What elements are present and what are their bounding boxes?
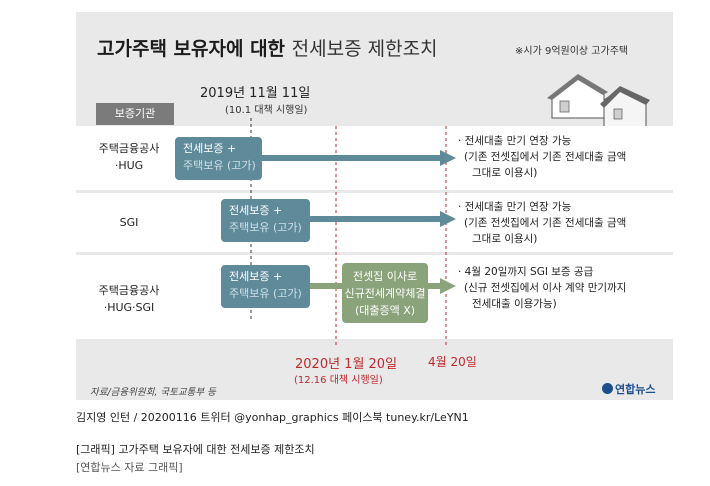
logo-icon [602,383,613,394]
row-2-result: · 전세대출 만기 연장 가능 (기존 전셋집에서 기존 전세대출 금액 그대로… [458,201,627,245]
row-3-result: · 4월 20일까지 SGI 보증 공급 (신규 전셋집에서 이사 계약 만기까… [458,266,627,310]
org-header: 보증기관 [96,103,174,125]
caption-source: [연합뉴스 자료 그래픽] [76,461,183,474]
row-3-box: 전세보증 + 주택보유 (고가) [221,265,310,308]
source-text: 자료/금융위원회, 국토교통부 등 [90,387,216,398]
note-text: ※시가 9억원이상 고가주택 [515,46,629,57]
row-1-result: · 전세대출 만기 연장 가능 (기존 전셋집에서 기존 전세대출 금액 그대로… [458,135,627,179]
row-2-box: 전세보증 + 주택보유 (고가) [221,199,310,242]
date-top: 2019년 11월 11일 [200,86,311,101]
row-3-label: 주택금융공사 ·HUG·SGI [98,284,160,314]
date-bottom-second: 4월 20일 [428,355,477,369]
date-top-sub: (10.1 대책 시행일) [225,105,308,116]
row-2-label: SGI [119,216,139,229]
date-bottom-sub: (12.16 대책 시행일) [294,375,383,386]
credit-line: 김지영 인턴 / 20200116 트위터 @yonhap_graphics 페… [76,411,469,424]
row-1-box: 전세보증 + 주택보유 (고가) [175,137,262,180]
yonhap-logo: 연합뉴스 [602,381,655,397]
page-title: 고가주택 보유자에 대한 전세보증 제한조치 [97,38,438,60]
row-2-bg [76,193,673,252]
date-bottom: 2020년 1월 20일 [295,357,398,372]
row-1-label: 주택금융공사 ·HUG [98,142,160,172]
row-3-green-box: 전셋집 이사로 신규전세계약체결 (대출증액 X) [342,263,428,323]
caption-title: [그래픽] 고가주택 보유자에 대한 전세보증 제한조치 [76,443,315,456]
